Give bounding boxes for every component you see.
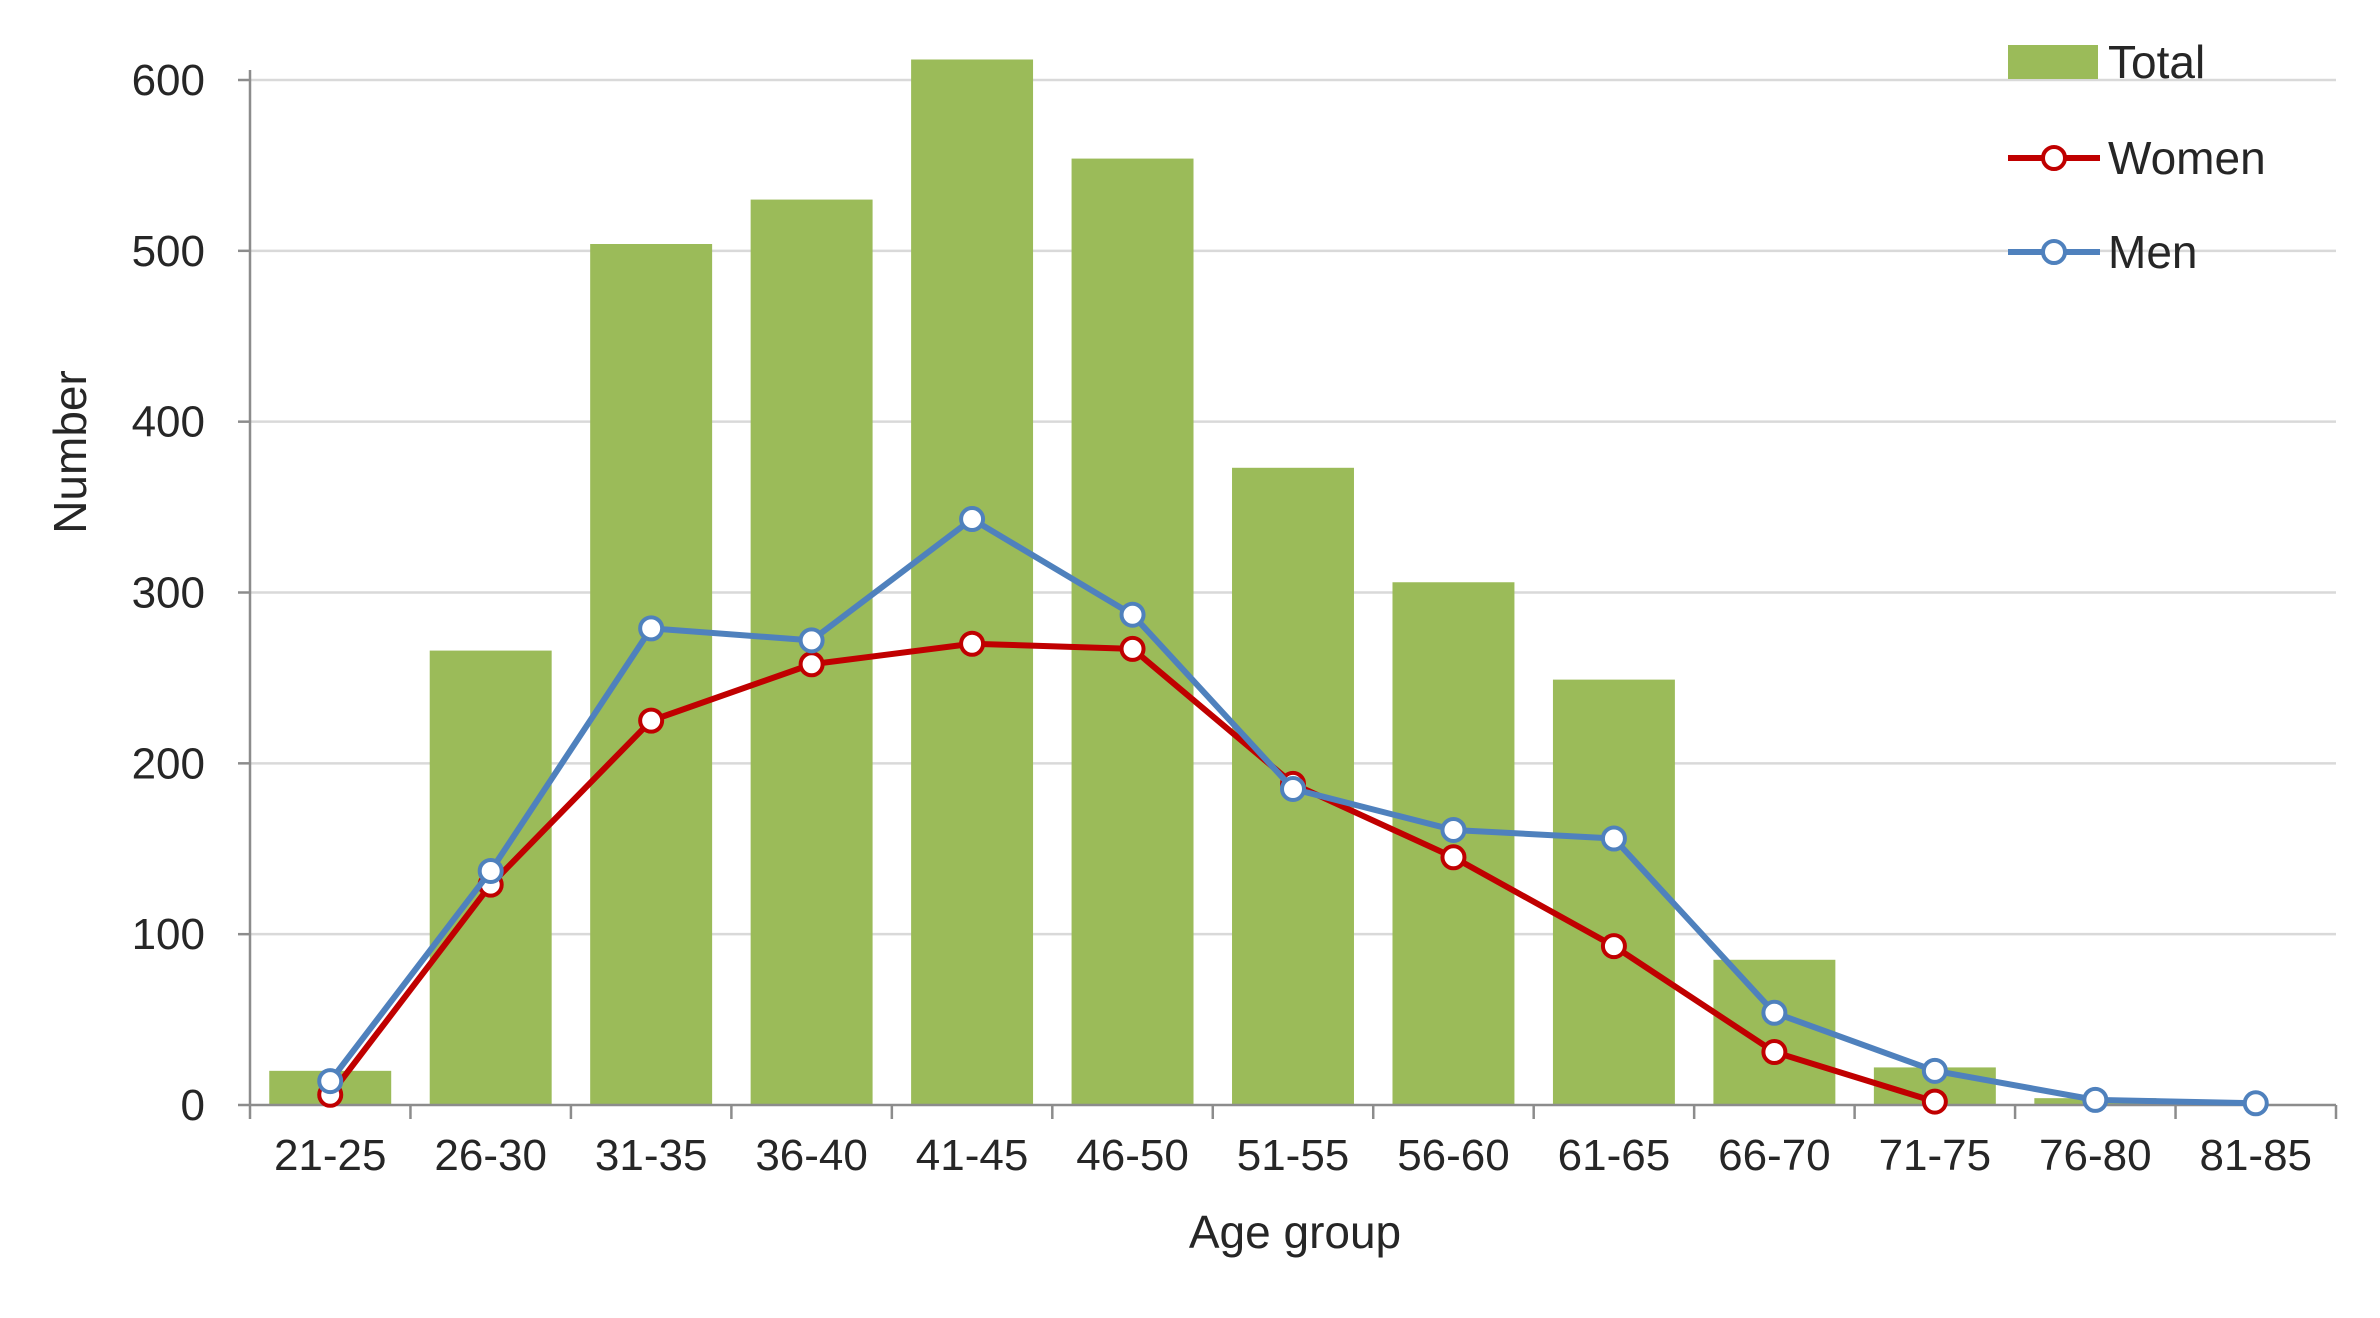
point-women-41-45 [959, 630, 986, 657]
point-men-36-40 [798, 627, 825, 654]
legend-swatch-total [2008, 45, 2098, 79]
point-women-66-70 [1761, 1039, 1788, 1066]
legend-label-total: Total [2108, 36, 2205, 88]
y-tick-label: 400 [132, 398, 205, 447]
y-tick-label: 600 [132, 56, 205, 105]
y-tick-label: 200 [132, 739, 205, 788]
lines [317, 506, 2269, 1117]
y-tick-label: 500 [132, 227, 205, 276]
bar-total-31-35 [590, 244, 713, 1105]
x-tick-label-51-55: 51-55 [1237, 1131, 1350, 1180]
point-men-26-30 [477, 857, 504, 884]
point-men-56-60 [1440, 816, 1467, 843]
point-women-36-40 [798, 651, 825, 678]
point-men-81-85 [2242, 1090, 2269, 1117]
bar-total-41-45 [911, 59, 1034, 1105]
legend-label-women: Women [2108, 132, 2266, 184]
point-women-31-35 [638, 707, 665, 734]
point-men-21-25 [317, 1068, 344, 1095]
x-tick-label-66-70: 66-70 [1718, 1131, 1831, 1180]
bars-total [269, 59, 2157, 1106]
legend-marker-men [2041, 239, 2067, 265]
x-tick-label-26-30: 26-30 [434, 1131, 547, 1180]
x-tick-label-36-40: 36-40 [755, 1131, 868, 1180]
x-tick-label-56-60: 56-60 [1397, 1131, 1510, 1180]
y-tick-label: 0 [181, 1081, 205, 1130]
x-tick-label-41-45: 41-45 [916, 1131, 1029, 1180]
x-tick-label-61-65: 61-65 [1558, 1131, 1671, 1180]
point-men-31-35 [638, 615, 665, 642]
point-men-46-50 [1119, 601, 1146, 628]
x-tick-label-76-80: 76-80 [2039, 1131, 2152, 1180]
bar-total-66-70 [1713, 959, 1836, 1105]
bar-total-56-60 [1392, 582, 1515, 1105]
point-men-76-80 [2082, 1086, 2109, 1113]
x-tick-label-81-85: 81-85 [2199, 1131, 2312, 1180]
point-men-51-55 [1280, 775, 1306, 802]
x-axis-title: Age group [1189, 1206, 1401, 1258]
bar-total-61-65 [1552, 679, 1675, 1105]
y-axis-title: Number [44, 370, 96, 534]
point-women-56-60 [1440, 844, 1467, 871]
legend-marker-women [2041, 145, 2067, 171]
axes [238, 70, 2338, 1119]
x-tick-label-46-50: 46-50 [1076, 1131, 1189, 1180]
y-tick-label: 300 [132, 569, 205, 618]
x-tick-label-21-25: 21-25 [274, 1131, 387, 1180]
point-women-61-65 [1600, 933, 1627, 960]
x-tick-label-31-35: 31-35 [595, 1131, 708, 1180]
bar-total-46-50 [1071, 158, 1194, 1106]
legend: Total Women Men [2008, 36, 2266, 278]
point-men-71-75 [1921, 1057, 1948, 1084]
legend-label-men: Men [2108, 226, 2197, 278]
point-men-41-45 [959, 506, 986, 533]
point-men-66-70 [1761, 999, 1788, 1026]
point-men-61-65 [1600, 825, 1627, 852]
point-women-46-50 [1119, 635, 1146, 662]
tick-labels: 0 100 200 300 400 500 600 21-25 26-30 31-35 36-40 4… [132, 56, 2312, 1180]
point-women-71-75 [1921, 1088, 1948, 1115]
x-tick-label-71-75: 71-75 [1879, 1131, 1992, 1180]
y-tick-label: 100 [132, 910, 205, 959]
